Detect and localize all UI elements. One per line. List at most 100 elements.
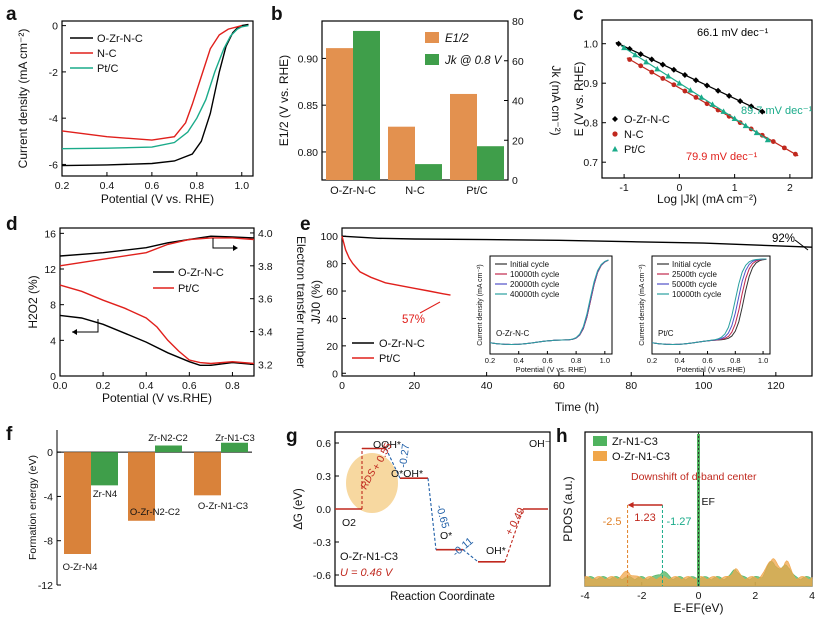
x-tick-label: 1 — [732, 182, 738, 194]
legend-marker — [612, 146, 618, 152]
y-tick-label: -2 — [49, 67, 58, 79]
y-tick-label: 4.0 — [258, 228, 273, 240]
data-point-O-Zr-N-C — [681, 72, 688, 79]
y-axis-label-right: Electron transfer number — [294, 236, 308, 368]
data-point-Pt/C — [742, 122, 749, 129]
panel-label: f — [6, 424, 13, 445]
inset-x-tick-label: 0.4 — [675, 356, 685, 365]
bar-label: Zr-N1-C3 — [215, 433, 255, 444]
y-tick-label: 60 — [326, 286, 338, 298]
panel-b: b 0.80 0.85 0.90 0 20 40 60 80 O-Zr-N-C N-C Pt/C E1/… — [271, 4, 563, 197]
y-axis-label-left: H2O2 (%) — [26, 275, 40, 328]
x-tick-label: 0 — [676, 182, 682, 194]
y-axis-label: ΔG (eV) — [293, 488, 305, 530]
state-label: O2 — [342, 517, 356, 529]
bar-Jk @ 0.8 V — [415, 164, 442, 180]
limiting-potential-label: U = 0.46 V — [340, 567, 394, 579]
downshift-annotation: Downshift of d-band center — [631, 471, 757, 483]
data-point-O-Zr-N-C — [737, 98, 744, 105]
y-tick-label: 3.6 — [258, 294, 273, 306]
panel-label: g — [286, 426, 298, 447]
inset-legend-label: 40000th cycle — [510, 290, 560, 299]
slope-annotation: 79.9 mV dec⁻¹ — [686, 151, 758, 163]
x-tick-label: 1.0 — [234, 180, 249, 192]
inset-series-line — [489, 259, 609, 346]
fit-line-O-Zr-N-C — [615, 41, 766, 114]
bar-label: Zr-N4 — [93, 489, 117, 500]
transition-line — [427, 478, 437, 550]
plot-frame — [61, 20, 254, 177]
legend-label: E1/2 — [445, 33, 469, 45]
state-label: OOH* — [373, 439, 401, 451]
annotation-arrow — [794, 239, 809, 251]
shift-arrow-head — [627, 502, 634, 508]
data-point-Pt/C — [687, 87, 694, 93]
x-axis-label: Time (h) — [555, 400, 599, 414]
series-line-Pt/C — [59, 284, 255, 365]
y-tick-label: 0.0 — [316, 504, 331, 516]
y-tick-label: 0.3 — [316, 471, 331, 483]
y-tick-label: 0.9 — [583, 78, 598, 90]
step-energy: -0.27 — [397, 443, 412, 469]
y-tick-label: 3.4 — [258, 327, 273, 339]
x-axis-label: Potential (V vs. RHE) — [101, 192, 214, 206]
d-band-center-label: -2.5 — [603, 516, 622, 528]
data-point-N-C — [671, 82, 677, 88]
x-tick-label: -4 — [580, 590, 589, 602]
data-point-N-C — [770, 139, 776, 144]
legend-swatch — [593, 436, 607, 446]
bar-label: O-Zr-N1-C3 — [198, 501, 248, 512]
y-tick-label: 20 — [326, 341, 338, 353]
y-tick-label: 16 — [44, 228, 56, 240]
data-point-Pt/C — [621, 44, 628, 51]
x-tick-label: -1 — [619, 182, 628, 194]
bar-E1/2 — [388, 126, 415, 180]
inset-x-tick-label: 0.2 — [647, 356, 657, 365]
legend-swatch — [425, 32, 439, 43]
x-tick-label: 0.2 — [96, 380, 111, 392]
panel-d: d 0.0 0.2 0.4 0.6 0.8 0 4 8 12 16 3.2 3.4 3.6 3.8 4.0 Po… — [6, 214, 308, 405]
x-tick-label: 60 — [553, 380, 565, 392]
data-point-N-C — [627, 57, 633, 62]
y-tick-label: 1.0 — [583, 39, 598, 51]
inset-x-tick-label: 0.8 — [730, 356, 740, 365]
y-tick-label: 0.7 — [583, 157, 598, 169]
y-tick-label: 0 — [52, 21, 58, 33]
y-tick-label: -8 — [44, 536, 53, 548]
data-point-Pt/C — [676, 80, 683, 86]
panel-e: e 0 20 40 60 80 100 120 0 20 40 60 80 100 92% 57% Time (… — [300, 214, 813, 414]
data-point-Pt/C — [709, 101, 716, 107]
bar-O-Zr-N2-C2 — [128, 452, 155, 521]
y-axis-label: Formation energy (eV) — [27, 455, 39, 560]
x-axis-label: Reaction Coordinate — [390, 591, 495, 603]
state-label: OH* — [486, 545, 506, 557]
y-tick-label: 0.6 — [316, 438, 331, 450]
y-tick-label: 80 — [512, 16, 524, 28]
bar-label: Zr-N2-C2 — [148, 433, 188, 444]
panel-c: c -1 0 1 2 0.7 0.8 0.9 1.0 66.1 mV dec⁻¹ 89.7 mV d… — [572, 4, 813, 206]
panel-a: a 0.2 0.4 0.6 0.8 1.0 0 -2 -4 -6 Potential (V vs. … — [6, 4, 254, 206]
slope-annotation: 89.7 mV dec⁻¹ — [741, 105, 813, 117]
bar-E1/2 — [450, 93, 477, 180]
inset-x-tick-label: 1.0 — [758, 356, 768, 365]
annotation-arrow — [419, 301, 441, 314]
arrow-left-axis — [72, 319, 99, 333]
rds-highlight — [346, 453, 398, 513]
data-point-O-Zr-N-C — [692, 77, 699, 84]
data-point-N-C — [638, 63, 644, 69]
y-tick-label: 0 — [512, 175, 518, 187]
plot-frame — [601, 19, 813, 179]
y-axis-label: Current density (mA cm⁻²) — [16, 29, 30, 169]
transition-line — [385, 448, 401, 479]
data-point-O-Zr-N-C — [726, 92, 733, 99]
x-tick-label: 0.8 — [225, 380, 240, 392]
data-point-O-Zr-N-C — [637, 51, 644, 58]
legend-label: N-C — [624, 129, 644, 141]
legend-label: Jk @ 0.8 V — [444, 55, 503, 67]
inset-series-line — [651, 258, 767, 346]
x-axis-label: E-EF(eV) — [673, 601, 723, 615]
y-tick-label: 0.85 — [298, 100, 319, 112]
data-point-N-C — [704, 101, 710, 107]
retention-annotation: 57% — [402, 314, 425, 326]
y-tick-label: 4 — [50, 335, 56, 347]
